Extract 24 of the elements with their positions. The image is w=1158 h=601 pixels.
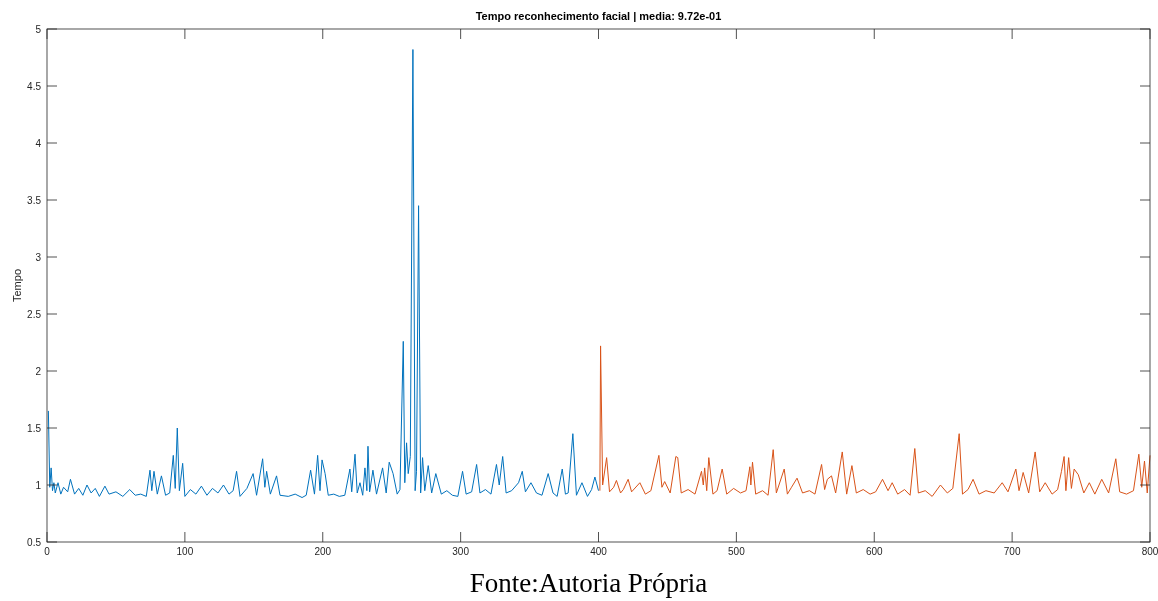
- y-tick-label: 3: [35, 251, 42, 263]
- y-tick-label: 4: [35, 137, 42, 149]
- y-tick-label: 4.5: [27, 80, 42, 92]
- y-tick-label: 5: [35, 23, 42, 35]
- source-note: Fonte:Autoria Própria: [469, 568, 708, 598]
- y-tick-label: 0.5: [27, 536, 42, 548]
- line-series: [599, 345, 1151, 497]
- y-tick-label: 1: [35, 479, 42, 491]
- x-tick-label: 100: [176, 546, 194, 557]
- x-tick-label: 800: [1141, 546, 1158, 557]
- y-tick-label: 3.5: [27, 194, 42, 206]
- y-tick-label: 2.5: [27, 308, 42, 320]
- x-tick-label: 0: [44, 546, 51, 557]
- x-tick-label: 700: [1003, 546, 1021, 557]
- y-tick-label: 2: [35, 365, 42, 377]
- y-axis-title: Tempo: [11, 268, 23, 303]
- x-tick-label: 300: [452, 546, 470, 557]
- y-tick-label: 1.5: [27, 422, 42, 434]
- x-tick-label: 200: [314, 546, 332, 557]
- x-tick-label: 500: [728, 546, 746, 557]
- x-tick-label: 600: [865, 546, 884, 557]
- chart-title: Tempo reconhecimento facial | media: 9.72e-01: [475, 10, 722, 22]
- x-tick-label: 400: [590, 546, 608, 557]
- line-series: [47, 49, 599, 499]
